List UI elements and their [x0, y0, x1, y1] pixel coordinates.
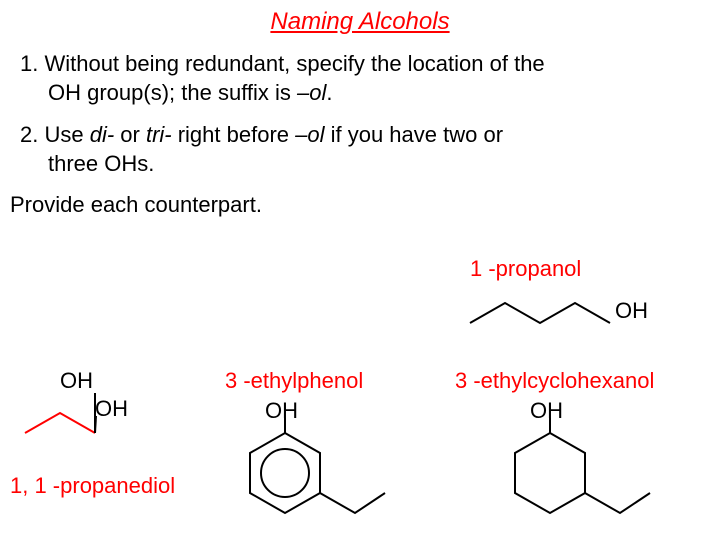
propanol-oh: OH [615, 298, 648, 324]
rule1-suffix: –ol [297, 80, 326, 105]
rule1-line2b: . [326, 80, 332, 105]
rule2-suffix: –ol [295, 122, 324, 147]
rule2-b: or [114, 122, 146, 147]
propanediol-structure [20, 388, 170, 448]
answer-propanediol: 1, 1 -propanediol [10, 473, 175, 499]
answer-ethylcyclohexanol: 3 -ethylcyclohexanol [455, 368, 654, 394]
rule2-a: 2. Use [20, 122, 90, 147]
page-title: Naming Alcohols [0, 8, 720, 36]
rule2-tri: tri- [146, 122, 172, 147]
rule2-di: di- [90, 122, 114, 147]
rule-2: 2. Use di- or tri- right before –ol if y… [20, 121, 700, 178]
answer-ethylphenol: 3 -ethylphenol [225, 368, 363, 394]
rule2-d: if you have two or [324, 122, 503, 147]
answer-1-propanol: 1 -propanol [470, 256, 581, 282]
rule2-c: right before [172, 122, 296, 147]
rule1-line2a: OH group(s); the suffix is [48, 80, 297, 105]
ethylphenol-structure [235, 418, 415, 538]
prompt-text: Provide each counterpart. [10, 192, 700, 218]
ethylcyclohexanol-structure [500, 418, 700, 538]
rule2-e: three OHs. [20, 150, 154, 179]
rule-1: 1. Without being redundant, specify the … [20, 50, 700, 107]
rule1-line1: 1. Without being redundant, specify the … [20, 51, 545, 76]
